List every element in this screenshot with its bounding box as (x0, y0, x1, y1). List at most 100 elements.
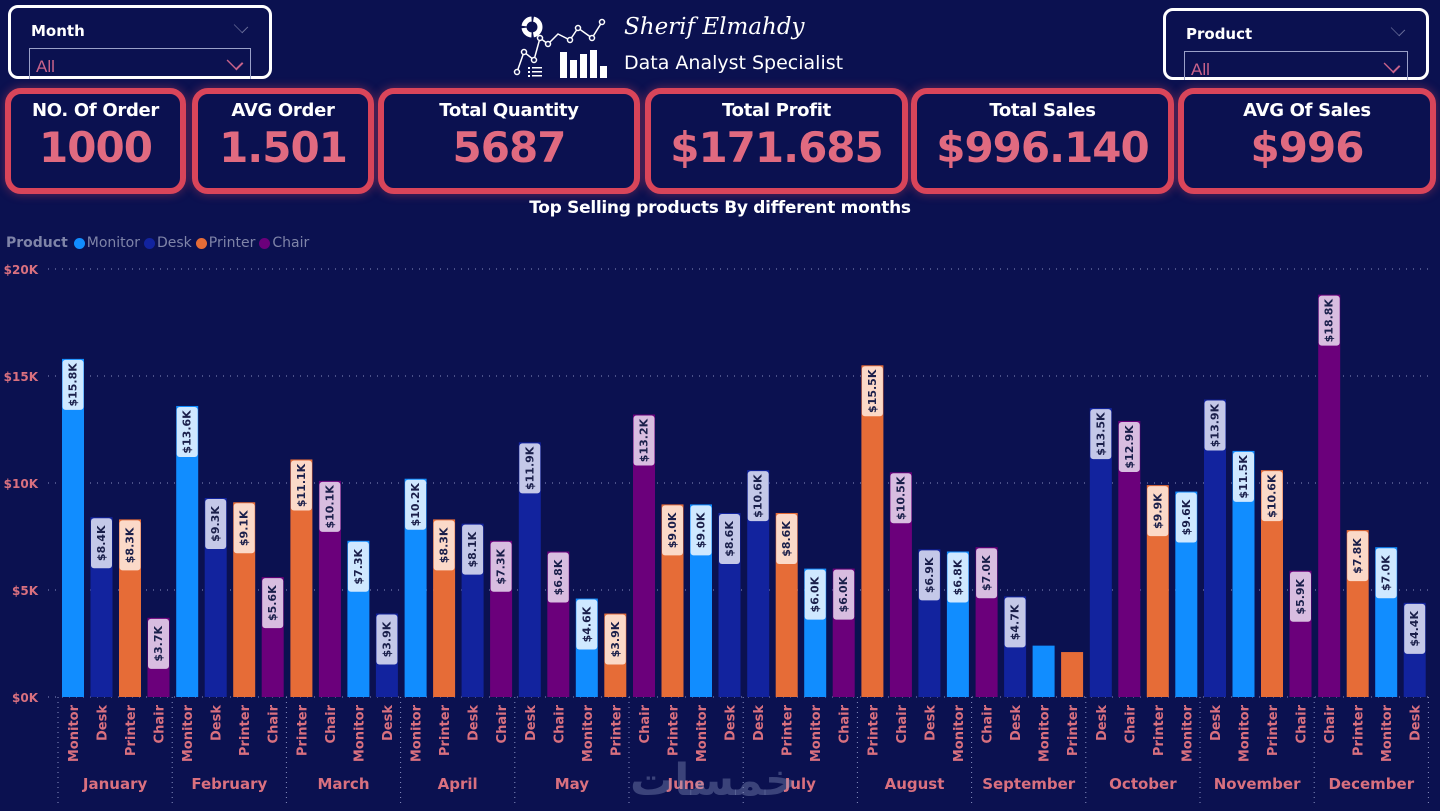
data-label-bg (547, 552, 569, 603)
brand-name: Sherif Elmahdy (624, 14, 805, 40)
data-label: $10.5K (894, 476, 907, 520)
x-category-label: Monitor (809, 704, 824, 762)
x-category-label: Monitor (581, 704, 596, 762)
kpi-value: $171.685 (670, 123, 884, 172)
x-category-label: Chair (495, 704, 510, 743)
chevron-down-icon[interactable] (226, 53, 244, 74)
data-label: $9.1K (238, 510, 251, 546)
product-dropdown[interactable]: All (1184, 51, 1408, 80)
data-label: $7.0K (1380, 555, 1393, 591)
month-slicer[interactable]: Month All (8, 5, 272, 79)
kpi-title: AVG Of Sales (1243, 100, 1371, 121)
data-label-bg (1347, 531, 1369, 582)
data-label: $10.6K (752, 474, 765, 518)
data-label-bg (347, 541, 369, 592)
legend-label: Printer (208, 235, 256, 251)
data-label: $6.0K (809, 576, 822, 612)
y-tick-label: $15K (4, 370, 39, 384)
x-category-label: Desk (381, 705, 396, 741)
data-label-bg (861, 366, 883, 417)
data-label: $3.9K (380, 621, 393, 657)
x-category-label: Desk (1409, 705, 1424, 741)
bar-chair (889, 472, 912, 697)
legend-item-printer[interactable]: Printer (195, 235, 256, 251)
data-label: $7.3K (352, 548, 365, 584)
bar-printer (290, 459, 313, 697)
y-tick-label: $10K (4, 477, 39, 491)
x-month-label: March (317, 775, 369, 793)
data-label-bg (490, 541, 512, 592)
data-label-bg (747, 471, 769, 522)
legend-label: Desk (156, 235, 192, 251)
data-label-bg (462, 524, 484, 575)
chevron-down-icon[interactable] (1390, 21, 1406, 39)
x-category-label: Monitor (1380, 704, 1395, 762)
data-label-bg (433, 520, 455, 571)
data-label: $5.6K (266, 585, 279, 621)
x-category-label: Printer (1352, 704, 1367, 756)
x-month-label: February (191, 775, 267, 793)
data-label: $5.9K (1294, 578, 1307, 614)
x-month-label: June (667, 775, 705, 793)
x-category-label: Chair (267, 704, 282, 743)
product-slicer-label: Product (1186, 25, 1253, 43)
data-label: $8.1K (466, 531, 479, 567)
data-label: $6.0K (837, 576, 850, 612)
x-category-label: Monitor (1180, 704, 1195, 762)
data-label-bg (890, 473, 912, 524)
x-category-label: Chair (895, 704, 910, 743)
data-label-bg (205, 498, 227, 549)
bar-desk (518, 442, 541, 697)
data-label-bg (1175, 492, 1197, 543)
bar-monitor (1175, 491, 1198, 697)
chevron-down-icon[interactable] (233, 18, 249, 36)
legend-item-desk[interactable]: Desk (143, 235, 192, 251)
data-label-bg (1118, 421, 1140, 472)
x-category-label: Chair (638, 704, 653, 743)
y-tick-label: $0K (12, 691, 39, 705)
data-label: $8.6K (780, 521, 793, 557)
data-label: $10.6K (1266, 474, 1279, 518)
data-label: $11.1K (295, 463, 308, 507)
bar-printer (1061, 652, 1084, 697)
data-label-bg (947, 552, 969, 603)
chevron-down-icon[interactable] (1383, 56, 1401, 77)
bar-desk (747, 470, 770, 697)
data-label: $11.5K (1237, 455, 1250, 499)
x-month-label: September (982, 775, 1076, 793)
legend-dot-icon (259, 237, 271, 249)
legend-item-chair[interactable]: Chair (259, 235, 309, 251)
x-category-label: Desk (923, 705, 938, 741)
product-slicer[interactable]: Product All (1163, 8, 1429, 80)
x-category-label: Desk (724, 705, 739, 741)
legend-title: Product (6, 235, 68, 251)
legend-item-monitor[interactable]: Monitor (73, 235, 140, 251)
bar-chair (1318, 294, 1341, 697)
kpi-card-avg-sales: AVG Of Sales $996 (1178, 88, 1436, 194)
legend-dot-icon (73, 237, 85, 249)
data-label-bg (376, 614, 398, 665)
data-label-bg (690, 505, 712, 556)
month-dropdown-value: All (36, 57, 55, 76)
data-label-bg (976, 548, 998, 599)
x-category-label: Desk (467, 705, 482, 741)
x-category-label: Printer (1266, 704, 1281, 756)
month-dropdown[interactable]: All (29, 48, 251, 79)
data-label: $15.8K (67, 363, 80, 407)
x-category-label: Monitor (1038, 704, 1053, 762)
bar-monitor (1032, 645, 1055, 697)
data-label-bg (1204, 400, 1226, 451)
x-category-label: Desk (1209, 705, 1224, 741)
data-label-bg (1375, 548, 1397, 599)
data-label: $13.5K (1094, 412, 1107, 456)
y-tick-label: $5K (12, 584, 39, 598)
x-category-label: Monitor (352, 704, 367, 762)
data-label-bg (662, 505, 683, 556)
data-label: $7.0K (980, 555, 993, 591)
kpi-card-orders: NO. Of Order 1000 (5, 88, 186, 194)
x-category-label: Printer (667, 704, 682, 756)
legend-dot-icon (195, 237, 207, 249)
chart-title: Top Selling products By different months (529, 198, 911, 218)
x-category-label: Monitor (181, 704, 196, 762)
x-category-label: Printer (609, 704, 624, 756)
